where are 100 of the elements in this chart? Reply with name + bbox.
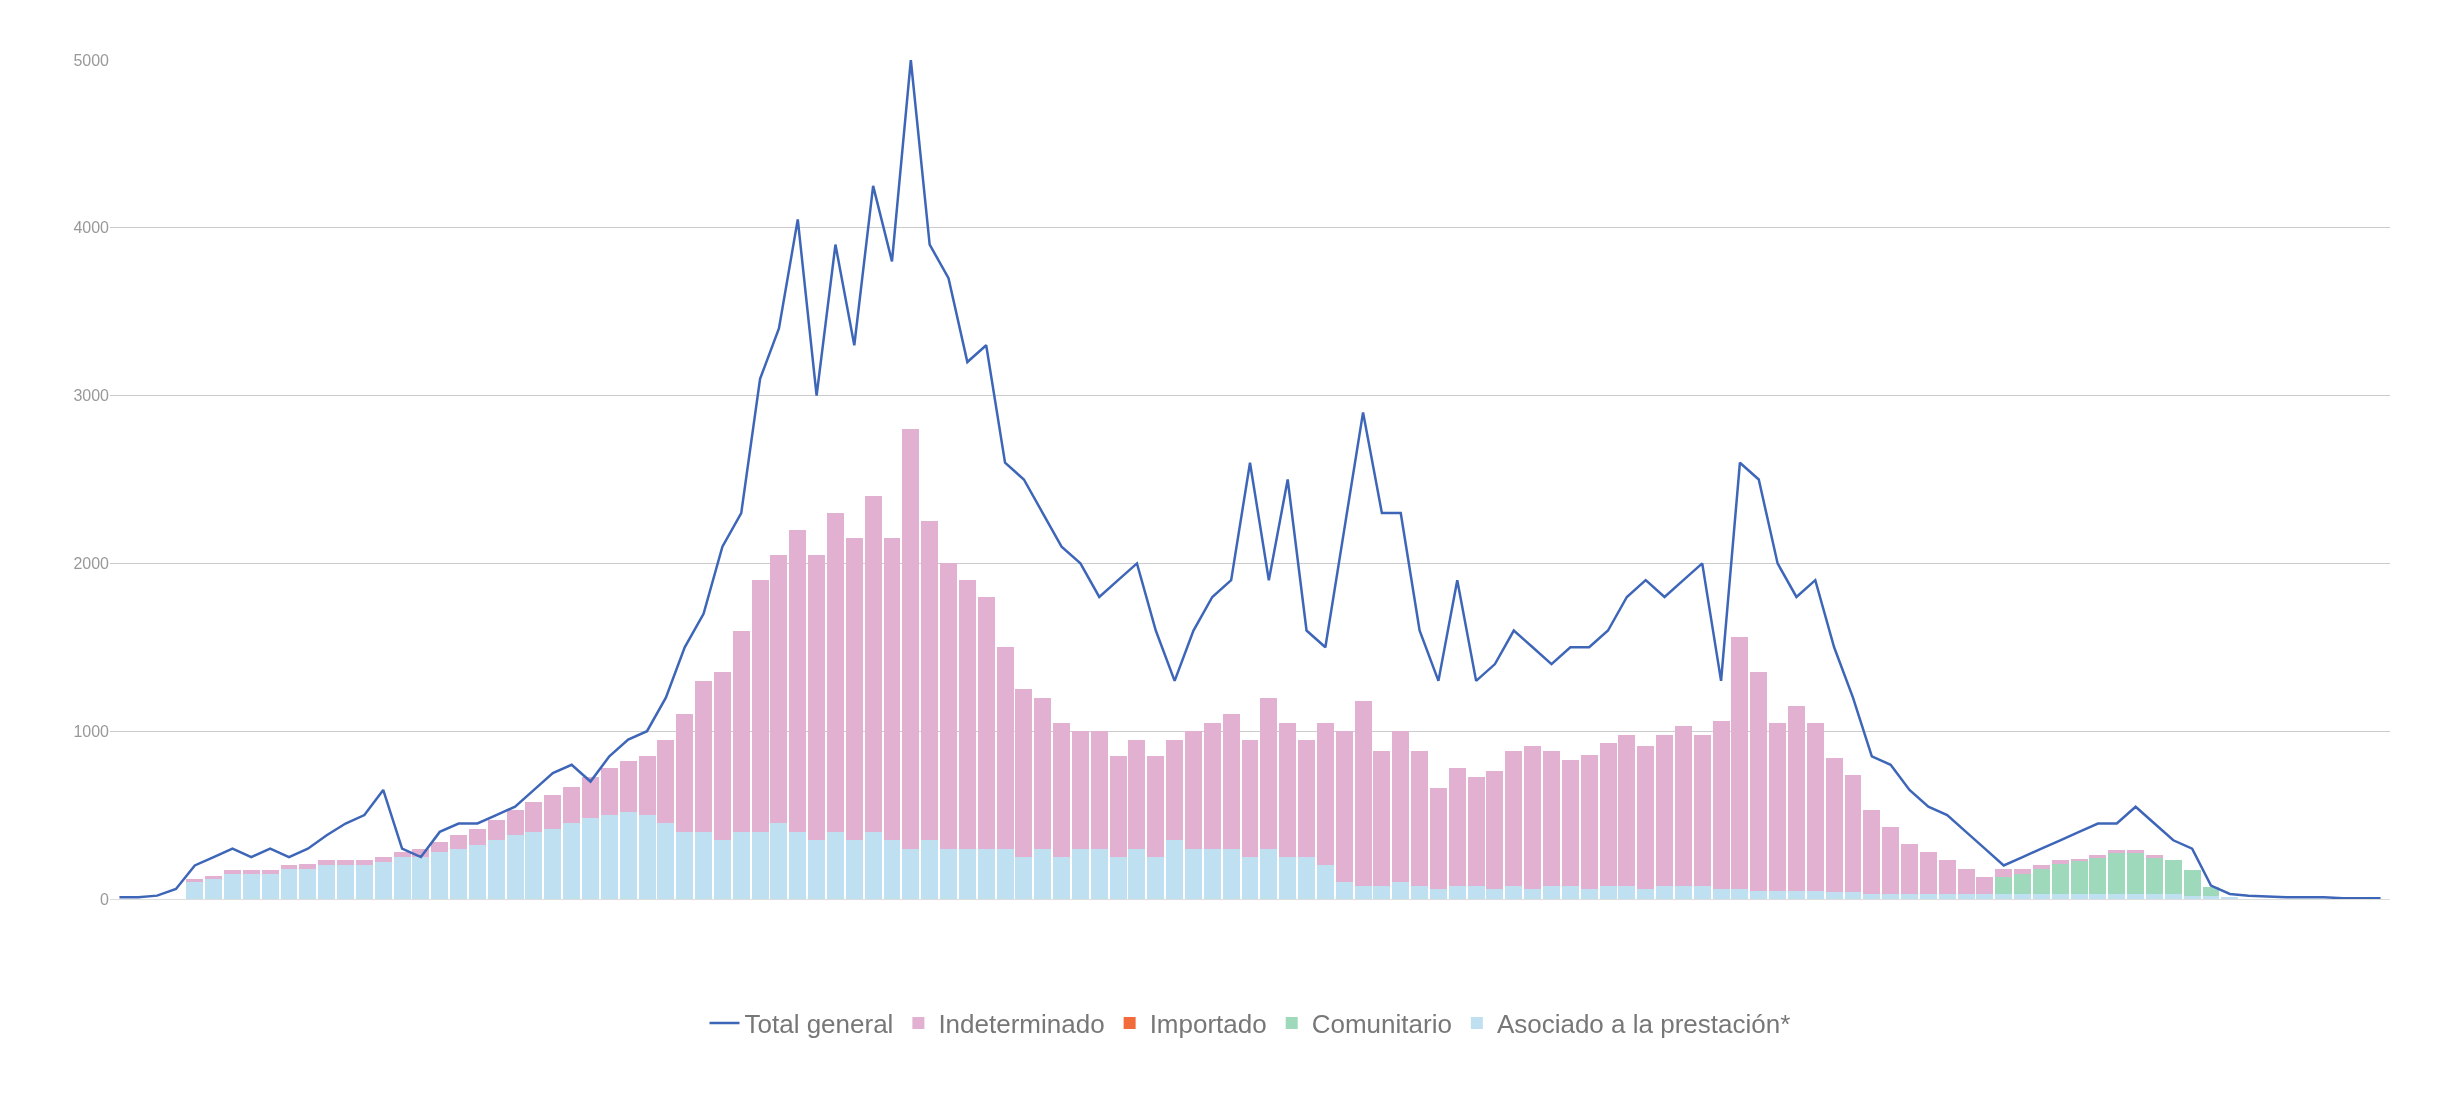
bar	[1674, 885, 1692, 899]
bar	[431, 852, 449, 899]
bar	[1279, 722, 1297, 858]
bar	[1335, 882, 1353, 899]
bar	[2032, 865, 2050, 869]
bar	[1806, 890, 1824, 899]
bar	[2051, 860, 2069, 864]
y-tick-label: 1000	[73, 722, 110, 740]
bar	[205, 878, 223, 899]
bar	[1203, 722, 1221, 849]
bar	[186, 882, 204, 899]
bar	[2127, 852, 2145, 894]
bar	[902, 848, 920, 899]
line-series	[118, 60, 2382, 899]
bar	[1034, 848, 1052, 899]
bar	[619, 761, 637, 812]
bar	[1863, 810, 1881, 894]
bar	[1769, 722, 1787, 891]
bar	[224, 870, 241, 874]
bar	[2014, 868, 2032, 874]
bar	[1637, 888, 1655, 899]
bar	[732, 630, 750, 832]
legend-label: Asociado a la prestación*	[1496, 1009, 1791, 1040]
bar	[2051, 863, 2069, 894]
bar	[2051, 893, 2069, 899]
bar	[1561, 885, 1579, 899]
bar	[1335, 731, 1353, 883]
bar	[318, 860, 336, 866]
bar	[1787, 890, 1805, 899]
bar	[563, 823, 581, 899]
bar	[355, 865, 373, 899]
bar	[1901, 843, 1918, 894]
y-tick-label: 3000	[73, 387, 110, 405]
bar	[487, 840, 505, 899]
bar	[713, 672, 731, 841]
bar	[1448, 768, 1466, 886]
bar	[1919, 852, 1937, 894]
bar	[808, 840, 826, 899]
bar	[789, 529, 807, 832]
bar	[261, 873, 279, 899]
bar	[1429, 888, 1447, 899]
bar	[2014, 893, 2032, 899]
bar	[921, 521, 939, 841]
bar	[695, 680, 713, 832]
bar	[1448, 885, 1466, 899]
bar	[1693, 885, 1711, 899]
bar	[1637, 746, 1655, 889]
bar	[713, 840, 731, 899]
bar	[280, 868, 298, 899]
bar	[318, 865, 336, 899]
bar	[1147, 756, 1165, 858]
bar	[1825, 758, 1843, 893]
bar	[242, 873, 260, 899]
bar	[1241, 739, 1259, 858]
bar	[1938, 893, 1956, 899]
bar	[1071, 731, 1089, 849]
bar	[1656, 734, 1674, 886]
bar	[355, 860, 373, 866]
bar	[940, 563, 957, 849]
bar	[619, 811, 637, 899]
y-tick-label: 4000	[73, 219, 110, 237]
bar	[732, 831, 750, 899]
bar	[450, 835, 468, 849]
bar	[2014, 873, 2032, 894]
bar	[1392, 882, 1410, 899]
bar	[1919, 893, 1937, 899]
bar	[1429, 788, 1447, 889]
bar	[1298, 857, 1316, 899]
bar	[1524, 746, 1542, 889]
bar	[1882, 826, 1900, 894]
bar	[1750, 672, 1768, 891]
bar	[1769, 890, 1787, 899]
bar	[1995, 893, 2013, 899]
bar	[1863, 893, 1881, 899]
bar	[261, 870, 279, 874]
bar	[1411, 885, 1429, 899]
bar	[1505, 885, 1523, 899]
bar	[864, 496, 882, 832]
bar	[1184, 848, 1202, 899]
bar	[1882, 893, 1900, 899]
bar	[2089, 855, 2107, 858]
bar	[468, 828, 486, 846]
bar	[1580, 888, 1598, 899]
bar	[1222, 848, 1240, 899]
bar	[600, 768, 618, 816]
bar	[1166, 840, 1184, 899]
bar	[374, 862, 392, 899]
bar	[1901, 893, 1918, 899]
bar	[1279, 857, 1297, 899]
bar	[676, 831, 694, 899]
legend-label: Comunitario	[1311, 1009, 1452, 1040]
bar	[1674, 726, 1692, 886]
bar	[1524, 888, 1542, 899]
bar	[2032, 868, 2050, 894]
bar	[1090, 731, 1108, 849]
bar	[826, 513, 844, 832]
bar	[2108, 852, 2126, 894]
bar	[582, 818, 599, 899]
bar	[1034, 697, 1052, 849]
bar	[544, 828, 562, 899]
